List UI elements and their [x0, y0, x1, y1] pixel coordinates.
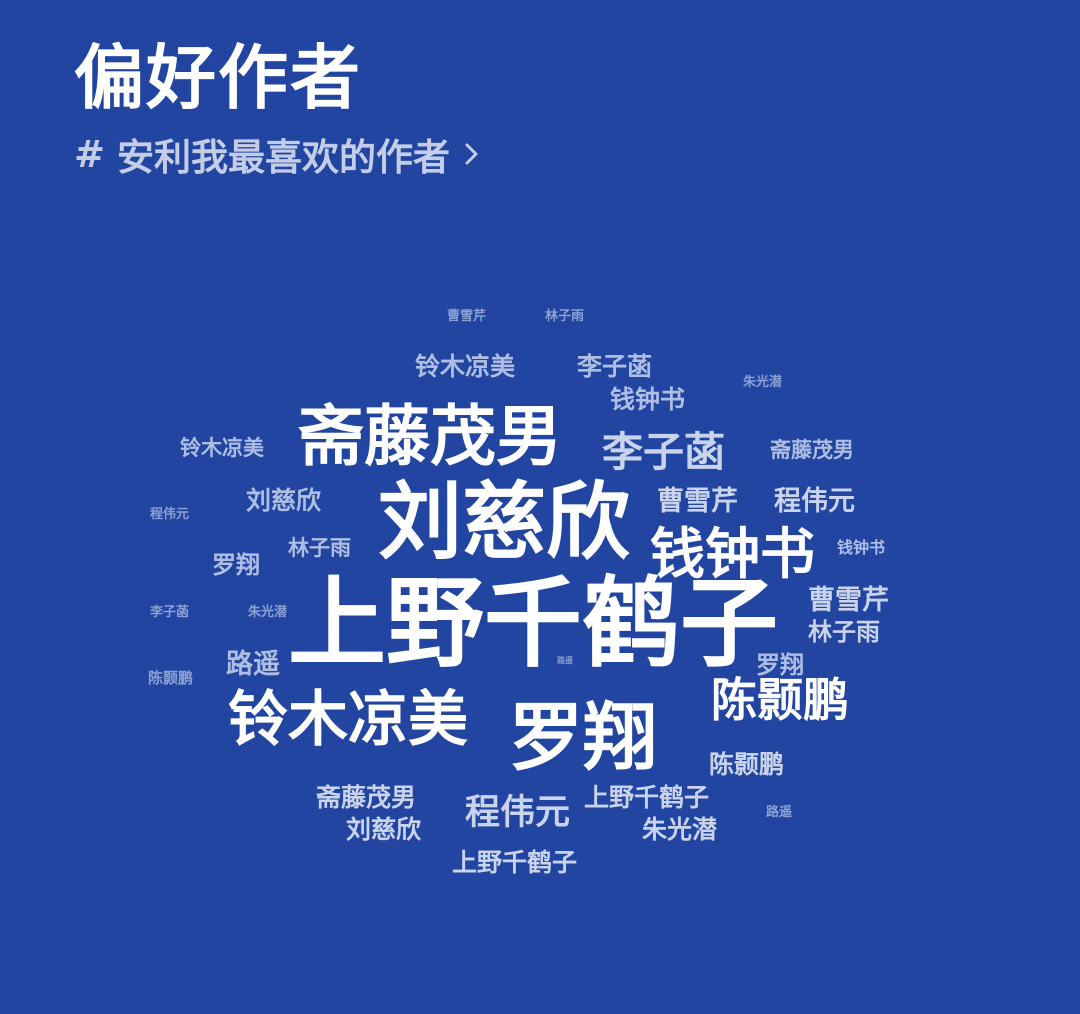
author-word[interactable]: 刘慈欣 — [378, 473, 631, 571]
author-word[interactable]: 刘慈欣 — [246, 486, 322, 515]
author-word[interactable]: 斋藤茂男 — [316, 783, 417, 812]
author-word[interactable]: 陈颢鹏 — [711, 673, 849, 727]
chevron-right-icon — [465, 143, 478, 165]
author-word[interactable]: 上野千鹤子 — [452, 848, 578, 877]
author-word[interactable]: 朱光潜 — [743, 375, 783, 390]
author-word[interactable]: 林子雨 — [808, 618, 880, 646]
author-word[interactable]: 罗翔 — [212, 551, 260, 579]
author-word[interactable]: 铃木凉美 — [415, 352, 516, 381]
author-word[interactable]: 上野千鹤子 — [288, 567, 779, 681]
author-word[interactable]: 朱光潜 — [642, 815, 718, 844]
author-word[interactable]: 罗翔 — [509, 695, 657, 781]
author-word[interactable]: 罗翔 — [756, 651, 804, 679]
subtitle-link[interactable]: # 安利我最喜欢的作者 — [74, 130, 484, 179]
author-word[interactable]: 李子菡 — [150, 605, 190, 620]
author-word[interactable]: 曹雪芹 — [657, 486, 738, 517]
author-word[interactable]: 程伟元 — [774, 486, 855, 517]
author-word[interactable]: 程伟元 — [150, 507, 190, 522]
author-word[interactable]: 陈颢鹏 — [148, 669, 194, 687]
author-word[interactable]: 李子菡 — [602, 428, 725, 476]
subtitle-text: 安利我最喜欢的作者 — [117, 136, 451, 179]
hash-symbol: # — [74, 132, 106, 176]
author-word[interactable]: 铃木凉美 — [228, 685, 468, 755]
author-word[interactable]: 斋藤茂男 — [298, 398, 562, 475]
author-word[interactable]: 铃木凉美 — [180, 436, 264, 460]
author-word[interactable]: 钱钟书 — [837, 538, 886, 557]
author-word[interactable]: 曹雪芹 — [808, 585, 889, 616]
author-word[interactable]: 路遥 — [226, 649, 280, 680]
author-word[interactable]: 陈颢鹏 — [709, 750, 785, 779]
author-word[interactable]: 林子雨 — [288, 536, 351, 560]
author-word[interactable]: 钱钟书 — [610, 385, 686, 414]
author-word[interactable]: 曹雪芹 — [447, 309, 487, 324]
author-word[interactable]: 斋藤茂男 — [770, 438, 854, 462]
page-title: 偏好作者 — [74, 37, 362, 119]
author-word[interactable]: 钱钟书 — [650, 522, 816, 586]
author-word[interactable]: 程伟元 — [465, 793, 571, 833]
author-word[interactable]: 李子菡 — [577, 352, 653, 381]
author-word[interactable]: 上野千鹤子 — [584, 783, 710, 812]
author-word[interactable]: 刘慈欣 — [346, 815, 422, 844]
author-word[interactable]: 路遥 — [557, 656, 573, 665]
author-word[interactable]: 朱光潜 — [248, 605, 288, 620]
author-word[interactable]: 路遥 — [766, 805, 793, 820]
author-word[interactable]: 林子雨 — [545, 309, 585, 324]
